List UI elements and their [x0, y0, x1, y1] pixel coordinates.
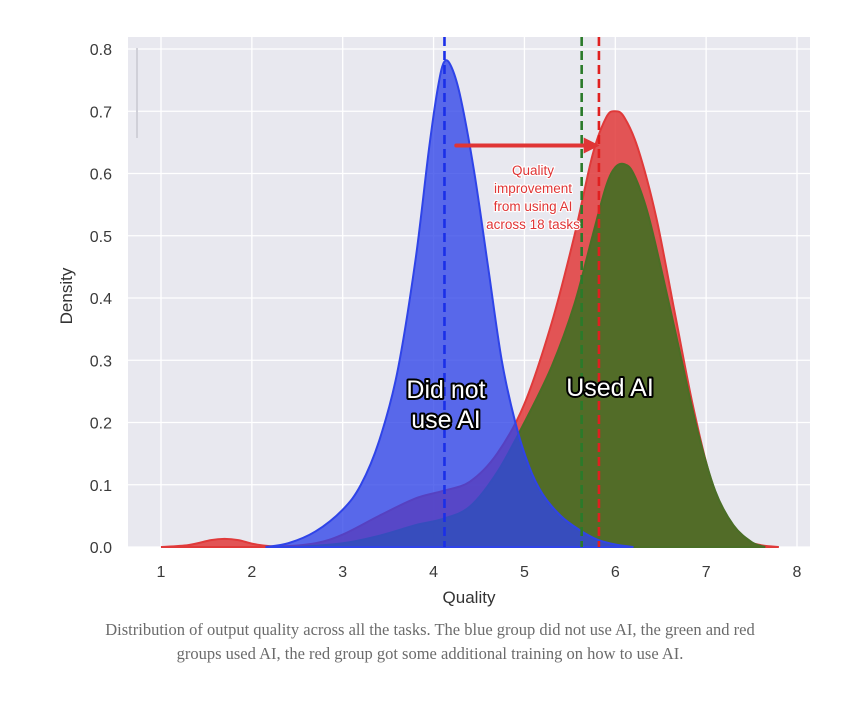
- y-tick-label: 0.7: [90, 104, 112, 121]
- did-not-use-ai-label: Did not: [406, 376, 485, 404]
- density-areas: [160, 59, 779, 548]
- x-tick-label: 2: [247, 564, 256, 581]
- y-tick-label: 0.3: [90, 353, 112, 370]
- improvement-annotation-line: Quality: [512, 163, 554, 178]
- improvement-arrow-head: [583, 137, 600, 154]
- figure-caption: Distribution of output quality across al…: [105, 620, 755, 663]
- did-not-use-ai-label: use AI: [411, 406, 481, 434]
- improvement-annotation-line: from using AI: [494, 199, 573, 214]
- blue-group-density: [265, 59, 634, 548]
- used-ai-label: Used AI: [566, 374, 654, 402]
- y-tick-label: 0.1: [90, 478, 112, 495]
- improvement-annotation-line: improvement: [494, 181, 572, 196]
- y-tick-label: 0.5: [90, 229, 112, 246]
- x-tick-label: 4: [429, 564, 438, 581]
- y-axis-label: Density: [57, 267, 76, 324]
- x-tick-label: 8: [793, 564, 802, 581]
- y-tick-label: 0.8: [90, 42, 112, 59]
- improvement-annotation-line: across 18 tasks: [486, 217, 580, 232]
- x-tick-label: 1: [157, 564, 166, 581]
- x-tick-label: 7: [702, 564, 711, 581]
- mean-lines: [443, 37, 601, 547]
- y-tick-label: 0.0: [90, 540, 112, 557]
- x-tick-labels: 1 2 3 4 5 6 7 8: [157, 564, 802, 581]
- density-chart: 1 2 3 4 5 6 7 8 0.0 0.1 0.2 0.3 0.4 0.5 0.6 0.7 0.8 Qua…: [57, 37, 810, 607]
- y-tick-label: 0.4: [90, 291, 112, 308]
- x-tick-label: 6: [611, 564, 620, 581]
- x-tick-label: 5: [520, 564, 529, 581]
- x-tick-label: 3: [338, 564, 347, 581]
- annotations: Quality improvement from using AI across 18…: [404, 137, 656, 436]
- y-tick-label: 0.6: [90, 167, 112, 184]
- x-axis-label: Quality: [443, 588, 496, 607]
- y-tick-label: 0.2: [90, 416, 112, 433]
- y-tick-labels: 0.0 0.1 0.2 0.3 0.4 0.5 0.6 0.7 0.8: [90, 42, 112, 557]
